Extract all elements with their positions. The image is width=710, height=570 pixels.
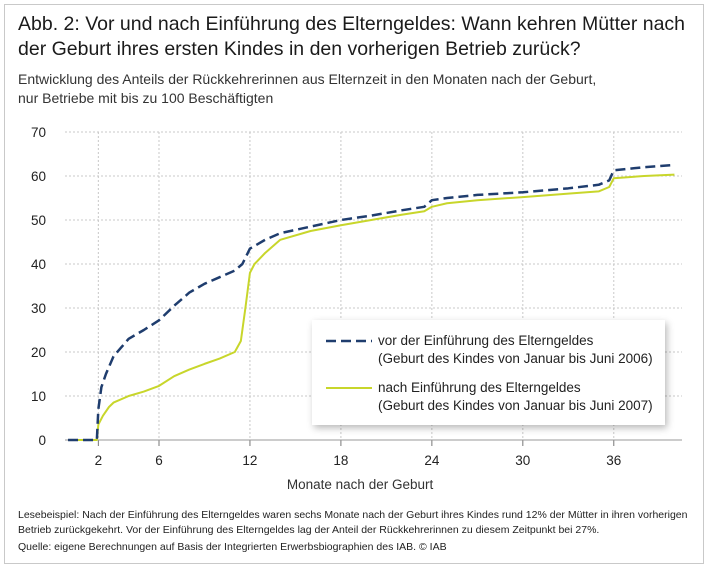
series-line-after xyxy=(68,173,675,441)
legend-swatch-solid xyxy=(326,387,372,389)
figure-frame xyxy=(4,4,704,564)
x-tick-label: 36 xyxy=(606,453,621,468)
legend-detail-before: (Geburt des Kindes von Januar bis Juni 2… xyxy=(378,351,653,366)
y-tick-label: 60 xyxy=(31,169,46,184)
subtitle-line-2: nur Betriebe mit bis zu 100 Beschäftigte… xyxy=(18,90,274,106)
legend-detail-after: (Geburt des Kindes von Januar bis Juni 2… xyxy=(378,398,653,413)
legend-label-after: nach Einführung des Elterngeldes xyxy=(378,380,581,395)
chart-legend: vor der Einführung des Elterngeldes (Geb… xyxy=(312,320,665,425)
x-axis: 2 6 12 18 24 30 36 xyxy=(65,439,682,468)
x-tick-label: 24 xyxy=(424,453,440,468)
y-axis: 0 10 20 30 40 50 60 70 xyxy=(31,125,46,448)
x-tick-label: 12 xyxy=(242,453,257,468)
y-tick-label: 20 xyxy=(31,345,46,360)
y-tick-label: 40 xyxy=(31,257,46,272)
chart-title: Abb. 2: Vor und nach Einführung des Elte… xyxy=(18,13,686,60)
y-tick-label: 0 xyxy=(38,433,46,448)
x-axis-label: Monate nach der Geburt xyxy=(287,477,434,492)
legend-label-before: vor der Einführung des Elterngeldes xyxy=(378,333,594,348)
footnote: Lesebeispiel: Nach der Einführung des El… xyxy=(18,509,688,536)
y-tick-label: 10 xyxy=(31,389,46,404)
y-tick-label: 70 xyxy=(31,125,46,140)
subtitle-line-1: Entwicklung des Anteils der Rückkehrerin… xyxy=(18,71,597,87)
chart-subtitle: Entwicklung des Anteils der Rückkehrerin… xyxy=(18,70,693,108)
x-tick-label: 2 xyxy=(95,453,103,468)
series-layer xyxy=(68,163,675,442)
series-line-before xyxy=(68,163,675,442)
source-note: Quelle: eigene Berechnungen auf Basis de… xyxy=(18,541,447,553)
legend-swatch-dashed xyxy=(326,339,372,343)
x-tick-label: 18 xyxy=(333,453,348,468)
line-chart: 0 10 20 30 40 50 60 70 2 6 12 18 24 30 36 Monate nach… xyxy=(31,125,682,492)
x-tick-label: 30 xyxy=(515,453,530,468)
x-tick-label: 6 xyxy=(155,453,163,468)
y-tick-label: 50 xyxy=(31,213,46,228)
y-tick-label: 30 xyxy=(31,301,46,316)
